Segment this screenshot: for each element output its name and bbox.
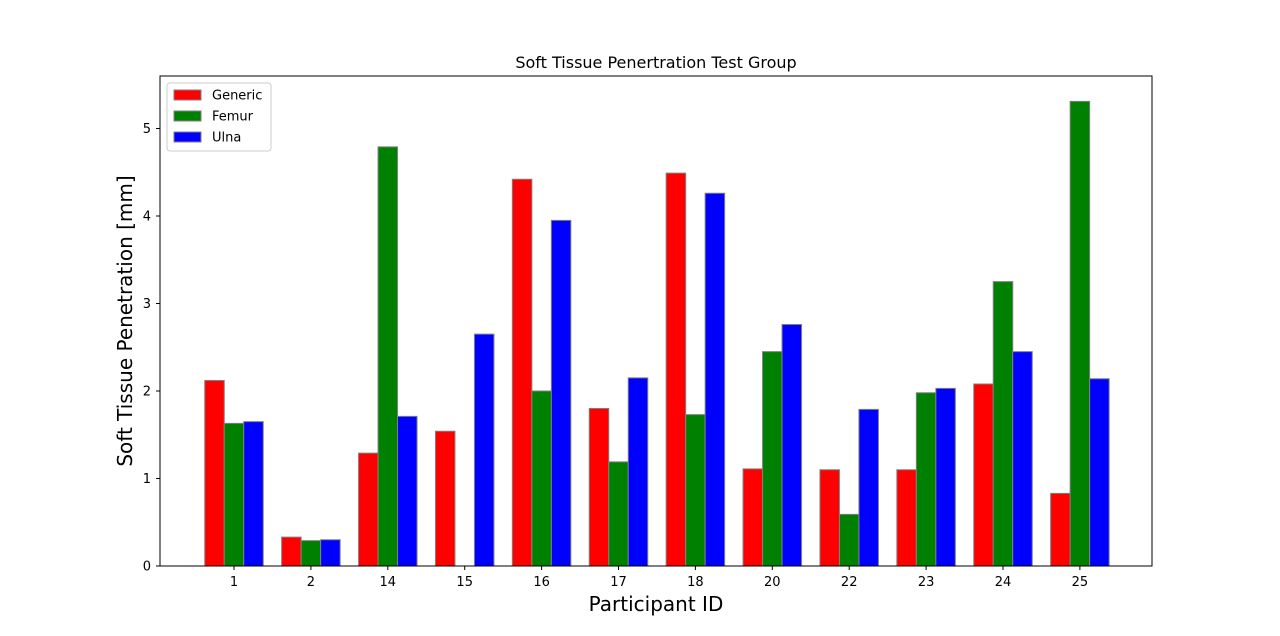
bar-generic-16 — [511, 178, 533, 567]
x-tick-label: 16 — [533, 575, 550, 590]
bar-generic-24 — [973, 383, 994, 567]
bars-layer — [204, 100, 1110, 567]
bar-generic-1 — [204, 380, 225, 567]
x-tick-label: 15 — [456, 575, 473, 590]
bar-ulna-16 — [550, 219, 572, 567]
x-tick-label: 1 — [230, 575, 238, 590]
bar-ulna-15 — [473, 333, 495, 567]
legend: Generic Femur Ulna — [166, 82, 272, 152]
x-tick-label: 2 — [307, 575, 315, 590]
bar-femur-24 — [992, 281, 1014, 567]
x-tick-label: 18 — [687, 575, 704, 590]
bar-femur-23 — [915, 392, 937, 567]
x-tick-label: 24 — [995, 575, 1012, 590]
x-tick-label: 23 — [918, 575, 935, 590]
y-axis-label: Soft Tissue Penetration [mm] — [113, 175, 137, 466]
x-tick-label: 14 — [380, 575, 397, 590]
x-axis: 1 2 14 15 16 17 18 20 22 23 24 25 — [230, 566, 1088, 590]
bar-ulna-23 — [935, 387, 956, 567]
bar-generic-2 — [281, 536, 302, 567]
x-axis-label: Participant ID — [589, 592, 724, 616]
y-tick-label: 4 — [143, 210, 151, 225]
bar-femur-14 — [377, 146, 399, 567]
bar-generic-20 — [742, 468, 764, 567]
legend-swatch-ulna — [173, 131, 202, 143]
bar-ulna-22 — [858, 408, 879, 567]
bar-femur-18 — [685, 414, 706, 567]
y-tick-label: 2 — [143, 385, 151, 400]
legend-label-femur: Femur — [212, 110, 254, 125]
y-tick-label: 5 — [143, 122, 151, 137]
x-tick-label: 22 — [841, 575, 858, 590]
x-tick-label: 25 — [1072, 575, 1089, 590]
bar-generic-18 — [665, 172, 687, 567]
y-tick-label: 0 — [143, 560, 151, 575]
bar-ulna-1 — [243, 421, 264, 567]
legend-label-ulna: Ulna — [212, 131, 241, 146]
bar-generic-14 — [358, 452, 379, 567]
legend-swatch-generic — [173, 89, 202, 101]
bar-generic-25 — [1050, 492, 1071, 567]
y-tick-label: 3 — [143, 297, 151, 312]
y-tick-label: 1 — [143, 472, 151, 487]
bar-ulna-17 — [627, 377, 649, 567]
legend-swatch-femur — [173, 110, 202, 122]
chart-title: Soft Tissue Penertration Test Group — [515, 53, 796, 72]
bar-femur-22 — [838, 513, 860, 567]
bar-ulna-24 — [1012, 351, 1033, 567]
bar-generic-23 — [896, 469, 917, 567]
bar-generic-15 — [434, 430, 456, 567]
bar-femur-16 — [531, 390, 552, 567]
bar-ulna-25 — [1089, 378, 1110, 567]
bar-femur-17 — [608, 461, 629, 567]
x-tick-label: 20 — [764, 575, 781, 590]
bar-ulna-18 — [704, 192, 726, 567]
bar-ulna-2 — [320, 539, 341, 567]
bar-femur-1 — [223, 422, 245, 567]
bar-generic-22 — [819, 469, 840, 567]
bar-ulna-14 — [397, 415, 418, 567]
y-axis: 0 1 2 3 4 5 — [143, 122, 160, 575]
legend-label-generic: Generic — [212, 89, 262, 104]
bar-femur-2 — [300, 540, 322, 567]
bar-generic-17 — [588, 408, 610, 567]
bar-femur-25 — [1069, 100, 1091, 567]
bar-ulna-20 — [781, 324, 803, 567]
bar-femur-20 — [762, 351, 783, 567]
x-tick-label: 17 — [610, 575, 627, 590]
plot-frame — [159, 75, 1153, 567]
